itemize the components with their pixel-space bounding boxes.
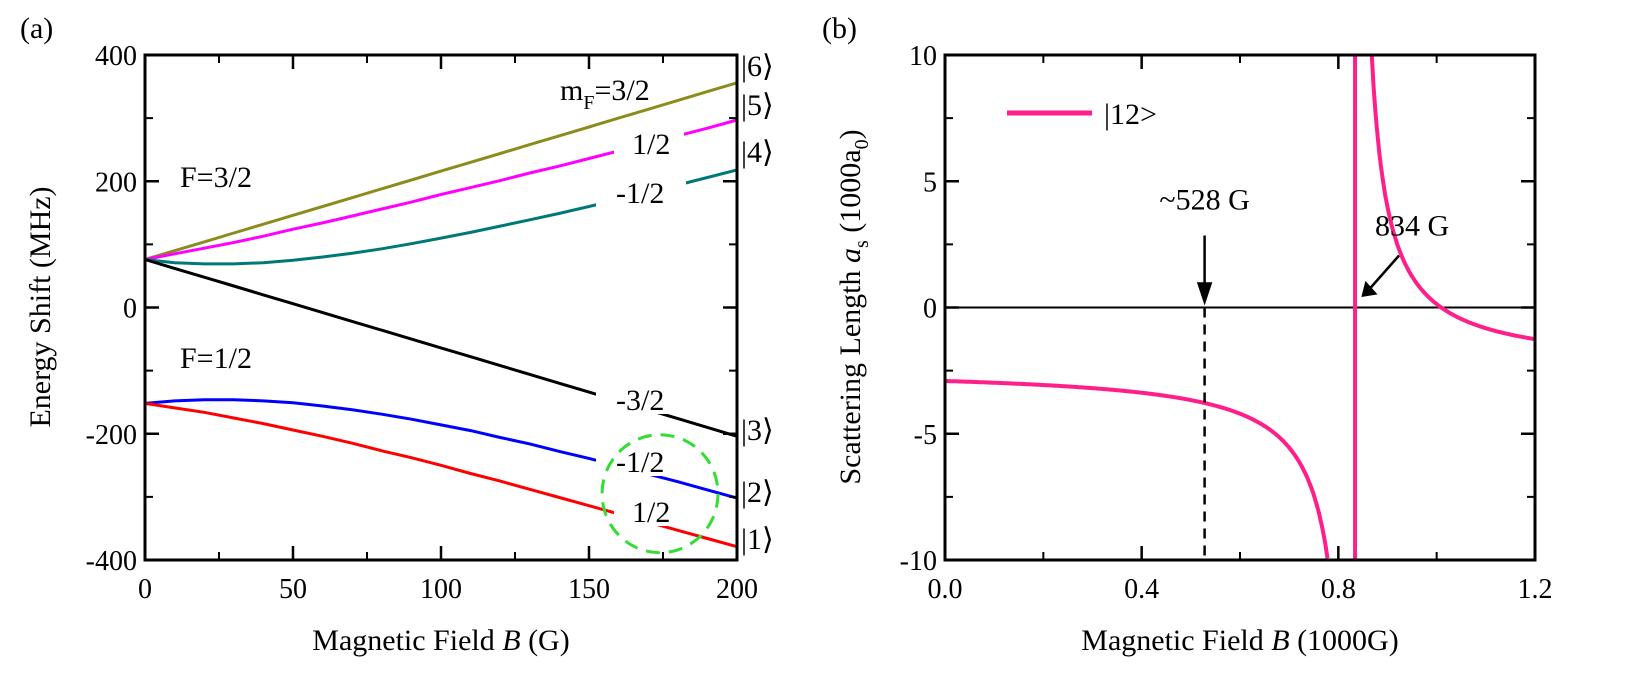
zero-crossing-arrow <box>1196 235 1213 306</box>
mf-label-2: -1/2 <box>616 446 664 479</box>
x-tick-label: 1.2 <box>1518 574 1553 605</box>
panel-a: (a) 0 50 100 150 200 -400 -200 0 200 400 F=3/2 F=… <box>20 12 774 657</box>
x-tick-label: 0.8 <box>1321 574 1356 605</box>
mf-label-5: 1/2 <box>632 128 670 161</box>
label-gap-3 <box>596 384 686 414</box>
y-tick-label: -400 <box>86 546 137 577</box>
state-6-label: |6⟩ <box>741 50 774 83</box>
y-tick-label: -200 <box>86 420 137 451</box>
label-gap-1 <box>614 128 684 158</box>
y-tick-label: 10 <box>909 41 937 72</box>
y-tick-label: -10 <box>900 546 937 577</box>
panel-a-xlabel: Magnetic Field B (G) <box>312 624 569 657</box>
y-tick-label: 5 <box>923 167 937 198</box>
mf-label-4: -1/2 <box>616 177 664 210</box>
y-tick-label: 400 <box>95 41 137 72</box>
x-tick-label: 150 <box>568 574 610 605</box>
label-gap-0 <box>555 72 645 102</box>
label-gap-5 <box>614 496 684 526</box>
highlight-circle <box>600 433 720 555</box>
panel-a-annotations: F=3/2 F=1/2 mF=3/2 1/2 -1/2 -3/2 -1/2 1/… <box>180 50 774 556</box>
panel-a-label: (a) <box>20 12 53 45</box>
x-tick-label: 0.0 <box>928 574 963 605</box>
panel-a-series <box>144 72 738 549</box>
resonance-arrow <box>1361 254 1400 298</box>
state-2-label: |2⟩ <box>741 476 774 509</box>
y-tick-label: -5 <box>914 420 937 451</box>
mf-label-1: 1/2 <box>632 496 670 529</box>
panel-b-label: (b) <box>822 12 857 45</box>
scattering-length-curve <box>945 55 1535 559</box>
f32-label: F=3/2 <box>180 161 252 194</box>
state-1-label: |1⟩ <box>741 523 774 556</box>
panel-b-ylabel: Scattering Length as (1000a0) <box>834 129 873 484</box>
x-tick-label: 100 <box>420 574 462 605</box>
panel-b: (b) 0.0 0.4 0.8 1.2 -10 -5 0 5 10 |12> ~528 G 83… <box>822 12 1553 657</box>
x-tick-label: 0 <box>138 574 152 605</box>
panel-b-frame <box>943 53 1537 562</box>
legend-label: |12> <box>1104 98 1157 131</box>
state-3-label: |3⟩ <box>741 414 774 447</box>
f12-label: F=1/2 <box>180 342 252 375</box>
mf-label-3: -3/2 <box>616 384 664 417</box>
mf-label-6: mF=3/2 <box>560 74 650 114</box>
state-4-label: |4⟩ <box>741 136 774 169</box>
panel-b-xlabel: Magnetic Field B (1000G) <box>1081 624 1398 657</box>
label-gap-2 <box>596 177 686 207</box>
x-tick-label: 0.4 <box>1124 574 1159 605</box>
y-tick-label: 0 <box>123 294 137 325</box>
zero-crossing-label: ~528 G <box>1159 184 1249 217</box>
y-tick-label: 0 <box>923 294 937 325</box>
resonance-label: 834 G <box>1375 210 1449 243</box>
panel-b-ticks: 0.0 0.4 0.8 1.2 -10 -5 0 5 10 <box>900 41 1553 605</box>
x-tick-label: 200 <box>716 574 758 605</box>
series-line-6 <box>144 81 738 261</box>
state-5-label: |5⟩ <box>741 89 774 122</box>
panel-a-ylabel: Energy Shift (MHz) <box>24 186 57 427</box>
panel-a-frame <box>143 53 739 562</box>
y-tick-label: 200 <box>95 167 137 198</box>
x-tick-label: 50 <box>279 574 307 605</box>
